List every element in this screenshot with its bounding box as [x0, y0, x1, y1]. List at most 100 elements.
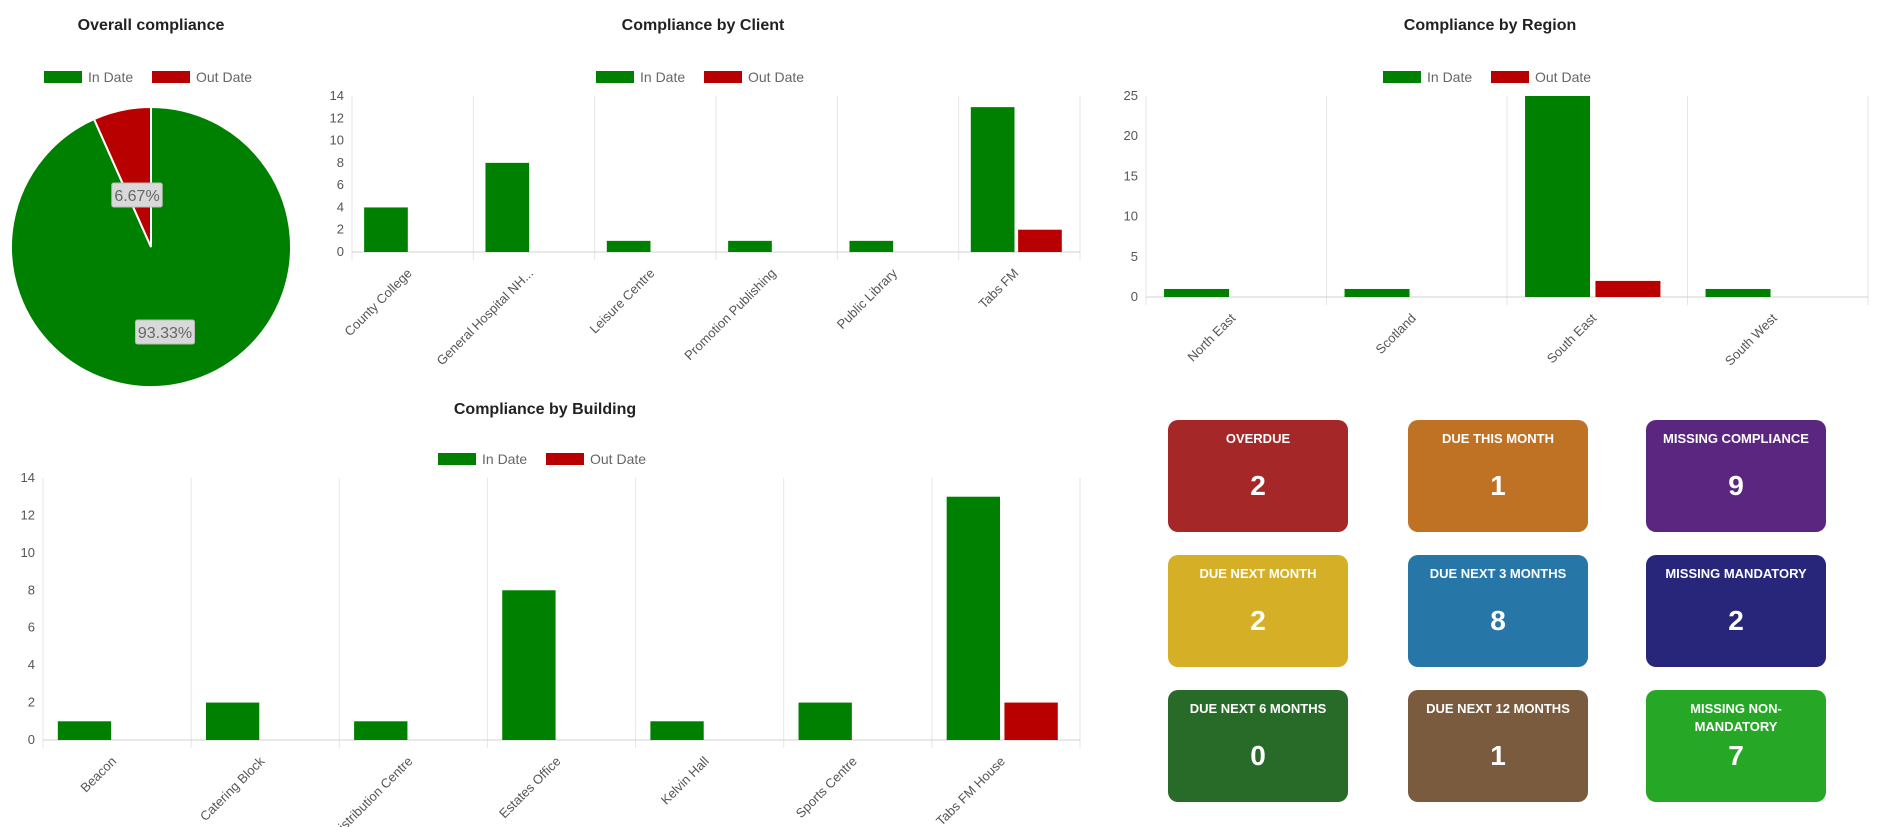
plot-area: 0 2 4 6 8 10 12 14 Beacon Catering Block Distribut… — [21, 470, 1081, 827]
bar-in-date — [1705, 288, 1771, 297]
y-tick-label: 5 — [1131, 249, 1138, 264]
legend-swatch-out-date — [704, 71, 742, 83]
chart-legend: In Date Out Date — [44, 69, 252, 85]
bar-in-date — [485, 162, 530, 252]
tile-label: DUE THIS MONTH — [1442, 431, 1554, 446]
y-tick-label: 14 — [21, 470, 35, 485]
legend-label-in-date: In Date — [482, 451, 527, 467]
bar-in-date — [1525, 96, 1591, 297]
x-category-label: Kelvin Hall — [658, 753, 712, 807]
x-category-label: General Hospital NH... — [434, 266, 537, 369]
legend-swatch-out-date — [152, 71, 190, 83]
y-tick-label: 8 — [337, 155, 344, 170]
y-tick-label: 12 — [330, 110, 344, 125]
x-category-label: Promotion Publishing — [681, 266, 778, 363]
x-category-label: North East — [1184, 310, 1238, 364]
pie-label: 93.33% — [138, 325, 192, 342]
legend-swatch-out-date — [546, 453, 584, 465]
x-category-label: Distribution Centre — [329, 754, 416, 827]
bar-in-date — [205, 702, 260, 740]
tile-due-next-month[interactable]: DUE NEXT MONTH 2 — [1168, 555, 1348, 667]
legend-label-out-date: Out Date — [1535, 69, 1591, 85]
tile-label: MISSING MANDATORY — [1665, 566, 1807, 581]
y-tick-label: 4 — [28, 657, 35, 672]
legend-swatch-in-date — [44, 71, 82, 83]
compliance-by-region-chart: Compliance by Region In Date Out Date 0 5 10 1… — [1110, 0, 1879, 395]
x-category-label: Leisure Centre — [587, 266, 658, 337]
pie-label-box — [111, 182, 163, 208]
tile-due-next-6-months[interactable]: DUE NEXT 6 MONTHS 0 — [1168, 690, 1348, 802]
legend-label-in-date: In Date — [1427, 69, 1472, 85]
x-category-label: Scotland — [1372, 311, 1418, 357]
tile-label: MISSING NON-MANDATORY — [1690, 701, 1782, 734]
bar-in-date — [798, 702, 852, 740]
bar-in-date — [946, 496, 1001, 740]
tile-value: 9 — [1728, 470, 1744, 501]
chart-title: Compliance by Client — [622, 17, 785, 34]
y-tick-label: 10 — [21, 545, 35, 560]
compliance-by-building-chart: Compliance by Building In Date Out Date 0 2 4… — [0, 390, 1090, 827]
y-tick-label: 10 — [330, 133, 344, 148]
legend-label-out-date: Out Date — [196, 69, 252, 85]
x-category-label: South West — [1722, 310, 1780, 368]
pie: 93.33% 6.67% — [10, 105, 292, 388]
legend-swatch-in-date — [1383, 71, 1421, 83]
tile-label: DUE NEXT 6 MONTHS — [1189, 701, 1327, 716]
chart-title: Compliance by Region — [1404, 17, 1576, 34]
bar-in-date — [1164, 288, 1230, 297]
tile-missing-compliance[interactable]: MISSING COMPLIANCE 9 — [1646, 420, 1826, 532]
legend-label-in-date: In Date — [88, 69, 133, 85]
chart-title: Overall compliance — [78, 17, 225, 34]
bar-in-date — [970, 107, 1015, 253]
y-tick-label: 15 — [1124, 168, 1138, 183]
chart-legend: In Date Out Date — [1383, 69, 1591, 85]
y-tick-label: 0 — [337, 244, 344, 259]
y-tick-label: 6 — [337, 177, 344, 192]
tile-overdue[interactable]: OVERDUE 2 — [1168, 420, 1348, 532]
tile-label: DUE NEXT 12 MONTHS — [1426, 701, 1570, 716]
y-tick-label: 20 — [1124, 128, 1138, 143]
chart-legend: In Date Out Date — [438, 451, 646, 467]
bar-in-date — [1344, 288, 1410, 297]
legend-label-out-date: Out Date — [748, 69, 804, 85]
bar-in-date — [364, 207, 408, 252]
tile-due-next-12-months[interactable]: DUE NEXT 12 MONTHS 1 — [1408, 690, 1588, 802]
tile-value: 2 — [1250, 605, 1266, 636]
legend-swatch-out-date — [1491, 71, 1529, 83]
y-tick-label: 12 — [21, 507, 35, 522]
chart-legend: In Date Out Date — [596, 69, 804, 85]
tile-value: 1 — [1490, 470, 1506, 501]
chart-title: Compliance by Building — [454, 401, 636, 418]
x-category-label: South East — [1544, 310, 1600, 366]
bar-in-date — [728, 240, 772, 252]
tile-missing-mandatory[interactable]: MISSING MANDATORY 2 — [1646, 555, 1826, 667]
legend-swatch-in-date — [438, 453, 476, 465]
y-tick-label: 2 — [28, 695, 35, 710]
pie-label: 6.67% — [114, 188, 159, 205]
plot-area: 0 2 4 6 8 10 12 14 County College General Hospita… — [330, 88, 1081, 369]
x-category-label: Beacon — [77, 754, 119, 796]
y-tick-label: 25 — [1124, 88, 1138, 103]
tile-due-this-month[interactable]: DUE THIS MONTH 1 — [1408, 420, 1588, 532]
tile-label: MISSING COMPLIANCE — [1663, 431, 1809, 446]
x-category-label: County College — [341, 266, 414, 339]
x-category-label: Tabs FM House — [933, 754, 1008, 827]
tile-missing-non-mandatory[interactable]: MISSING NON-MANDATORY 7 — [1646, 690, 1826, 802]
y-tick-label: 0 — [1131, 289, 1138, 304]
pie-label-box — [135, 319, 195, 345]
y-tick-label: 0 — [28, 732, 35, 747]
tile-due-next-3-months[interactable]: DUE NEXT 3 MONTHS 8 — [1408, 555, 1588, 667]
legend-label-in-date: In Date — [640, 69, 685, 85]
bar-out-date — [1018, 229, 1062, 252]
tile-value: 2 — [1250, 470, 1266, 501]
y-tick-label: 14 — [330, 88, 344, 103]
tile-value: 0 — [1250, 740, 1266, 771]
tile-label: OVERDUE — [1225, 431, 1291, 446]
overall-compliance-chart: Overall compliance In Date Out Date 93.33% 6… — [0, 0, 320, 395]
bar-in-date — [354, 721, 408, 740]
y-tick-label: 6 — [28, 620, 35, 635]
x-category-label: Estates Office — [496, 754, 564, 822]
pie-slice-out-date — [92, 105, 152, 248]
legend-swatch-in-date — [596, 71, 634, 83]
bar-in-date — [502, 590, 556, 740]
